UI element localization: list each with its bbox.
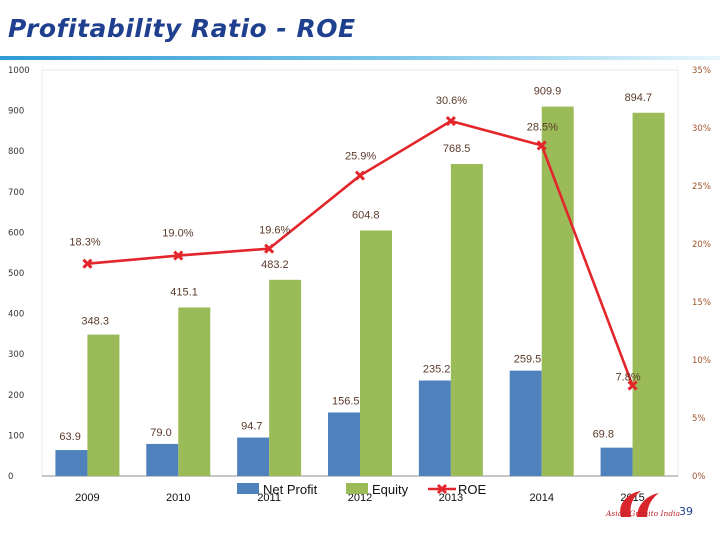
roe-data-label: 30.6% <box>436 95 467 107</box>
roe-marker <box>536 140 547 151</box>
net-profit-bar <box>328 412 360 476</box>
right-axis-tick-label: 35% <box>692 66 711 76</box>
legend-swatch <box>237 483 259 494</box>
legend-label: ROE <box>458 482 487 497</box>
equity-bar <box>450 163 483 476</box>
net-profit-bar <box>418 380 451 476</box>
net-profit-data-label: 156.5 <box>332 395 360 407</box>
legend-swatch <box>346 483 368 494</box>
net-profit-bar <box>600 447 633 476</box>
net-profit-bar <box>237 437 270 476</box>
legend-marker <box>436 483 448 495</box>
left-axis-tick-label: 200 <box>8 391 24 401</box>
equity-bar <box>541 106 574 476</box>
left-axis-tick-label: 300 <box>8 350 24 360</box>
net-profit-data-label: 259.5 <box>514 354 542 366</box>
roe-data-label: 18.3% <box>69 237 100 249</box>
roe-marker <box>173 250 184 261</box>
roe-marker <box>354 170 366 181</box>
net-profit-bar <box>146 443 179 476</box>
left-axis-tick-label: 800 <box>8 147 24 157</box>
net-profit-data-label: 79.0 <box>150 427 171 439</box>
equity-bar <box>269 279 302 476</box>
x-axis-tick-label: 2013 <box>439 492 463 504</box>
brand-logo <box>620 491 659 517</box>
left-axis-tick-label: 900 <box>8 107 24 117</box>
right-axis-tick-label: 10% <box>692 356 711 366</box>
equity-data-label: 894.7 <box>625 92 653 104</box>
legend-label: Equity <box>372 482 409 497</box>
x-axis-tick-label: 2010 <box>166 492 190 504</box>
equity-data-label: 348.3 <box>81 316 109 328</box>
right-axis-tick-label: 0% <box>692 472 706 482</box>
roe-data-label: 28.5% <box>527 121 558 133</box>
right-axis-tick-label: 30% <box>692 124 711 134</box>
roe-marker <box>82 258 93 269</box>
left-axis-tick-label: 500 <box>8 269 24 279</box>
equity-data-label: 909.9 <box>534 86 562 98</box>
left-axis-tick-label: 400 <box>8 310 24 320</box>
roe-data-label: 25.9% <box>345 151 376 163</box>
net-profit-bar <box>509 370 542 476</box>
right-axis-tick-label: 15% <box>692 298 711 308</box>
right-axis-tick-label: 20% <box>692 240 711 250</box>
equity-bar <box>178 307 211 476</box>
equity-data-label: 768.5 <box>443 143 471 155</box>
equity-data-label: 415.1 <box>170 286 198 298</box>
equity-bar <box>632 112 665 476</box>
left-axis-tick-label: 0 <box>8 472 13 482</box>
net-profit-data-label: 69.8 <box>593 429 614 441</box>
roe-data-label: 19.0% <box>162 228 193 240</box>
left-axis-tick-label: 1000 <box>8 66 30 76</box>
net-profit-data-label: 235.2 <box>423 364 451 376</box>
left-axis-tick-label: 600 <box>8 228 24 238</box>
equity-data-label: 483.2 <box>261 259 289 271</box>
equity-bar <box>360 230 392 476</box>
brand-text: Asian Granito India <box>606 509 681 518</box>
net-profit-bar <box>55 450 88 476</box>
net-profit-data-label: 63.9 <box>59 431 80 443</box>
x-axis-tick-label: 2011 <box>257 492 281 504</box>
roe-data-label: 7.8% <box>616 372 641 384</box>
page-number: 39 <box>679 505 693 518</box>
x-axis-tick-label: 2012 <box>348 492 372 504</box>
left-axis-tick-label: 700 <box>8 188 24 198</box>
right-axis-tick-label: 25% <box>692 182 711 192</box>
x-axis-tick-label: 2009 <box>75 492 99 504</box>
title-underline <box>0 56 720 60</box>
page-title: Profitability Ratio - ROE <box>8 14 356 43</box>
roe-marker <box>627 380 638 391</box>
x-axis-tick-label: 2014 <box>529 492 553 504</box>
left-axis-tick-label: 100 <box>8 431 24 441</box>
roe-data-label: 19.6% <box>259 225 290 237</box>
equity-bar <box>87 334 120 476</box>
legend-label: Net Profit <box>263 482 318 497</box>
equity-data-label: 604.8 <box>352 209 380 221</box>
right-axis-tick-label: 5% <box>692 414 706 424</box>
roe-marker <box>264 243 275 254</box>
roe-marker <box>445 115 456 127</box>
net-profit-data-label: 94.7 <box>241 421 262 433</box>
